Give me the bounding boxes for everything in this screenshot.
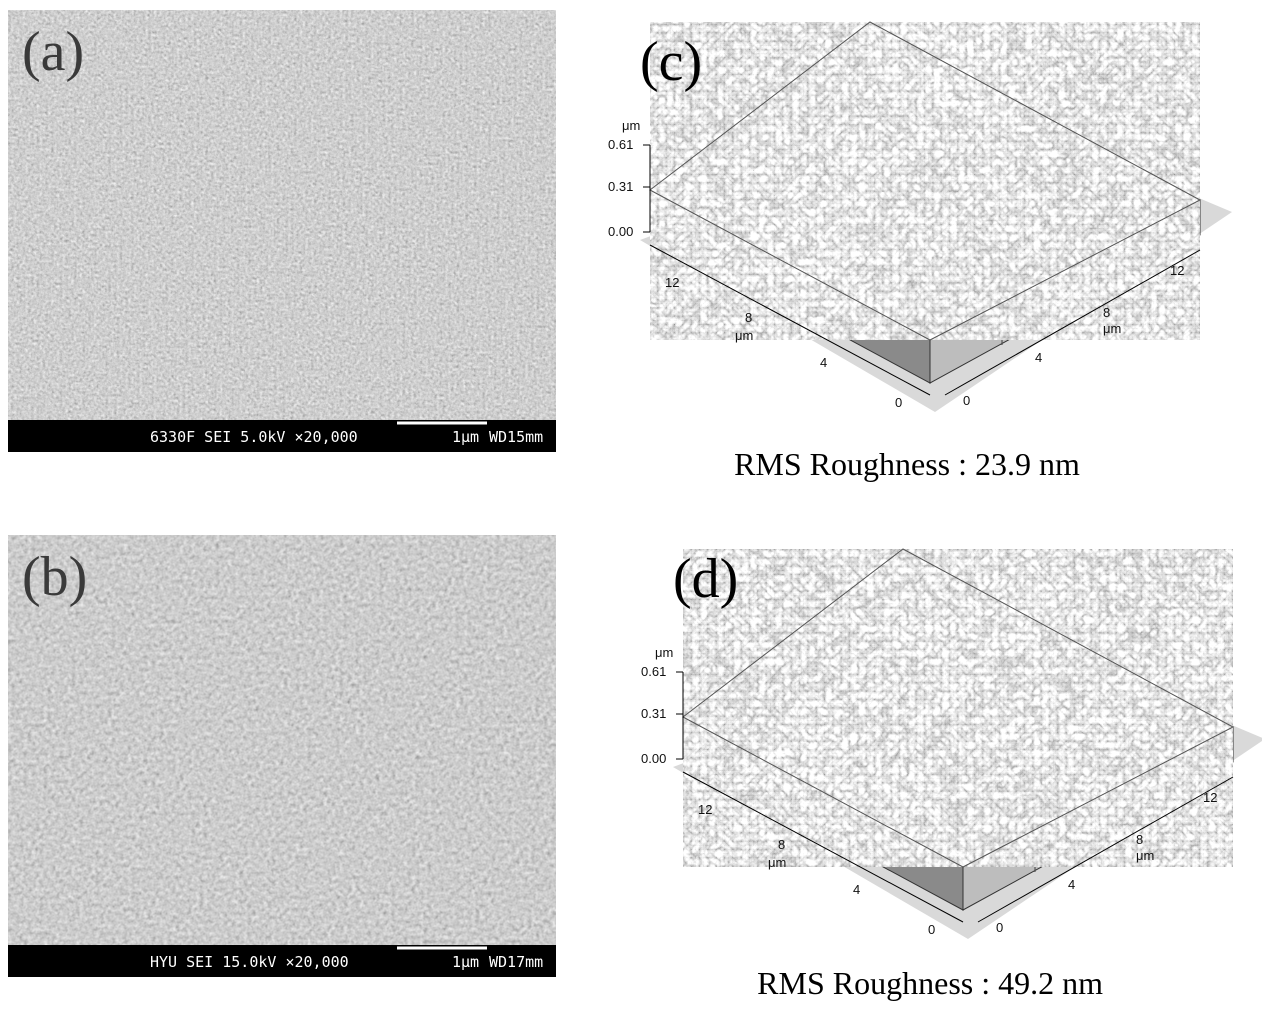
x-tick-label: 12 xyxy=(665,275,679,290)
sem-info: HYU SEI 15.0kV ×20,000 xyxy=(150,953,349,971)
panel-label: (d) xyxy=(673,548,738,610)
x-tick-label: 4 xyxy=(853,882,860,897)
wd-label: WD15mm xyxy=(489,428,543,446)
x-tick-label: 8 xyxy=(745,310,752,325)
caption: RMS Roughness : 49.2 nm xyxy=(757,965,1103,1001)
wd-label: WD17mm xyxy=(489,953,543,971)
x-tick-label: 8 xyxy=(778,837,785,852)
y-unit: μm xyxy=(1136,848,1154,863)
sem-info: 6330F SEI 5.0kV ×20,000 xyxy=(150,428,358,446)
y-tick-label: 0 xyxy=(963,393,970,408)
x-tick-label: 0 xyxy=(895,395,902,410)
panel-label: (a) xyxy=(22,21,84,83)
y-tick-label: 4 xyxy=(1068,877,1075,892)
x-tick-label: 12 xyxy=(698,802,712,817)
y-tick-label: 4 xyxy=(1035,350,1042,365)
z-unit: μm xyxy=(622,118,640,133)
z-tick-label: 0.31 xyxy=(641,706,666,721)
y-tick-label: 12 xyxy=(1203,790,1217,805)
panel-label: (c) xyxy=(640,31,702,93)
figure: (a) 6330F SEI 5.0kV ×20,000 1μm WD15mm (b) HY… xyxy=(0,0,1262,1011)
x-tick-label: 4 xyxy=(820,355,827,370)
sem-image xyxy=(8,10,556,420)
z-tick-label: 0.61 xyxy=(608,137,633,152)
y-tick-label: 12 xyxy=(1170,263,1184,278)
y-tick-label: 8 xyxy=(1136,832,1143,847)
x-tick-label: 0 xyxy=(928,922,935,937)
sem-image xyxy=(8,535,556,945)
y-tick-label: 0 xyxy=(996,920,1003,935)
x-unit: μm xyxy=(768,855,786,870)
scale-label: 1μm xyxy=(452,428,479,446)
x-unit: μm xyxy=(735,328,753,343)
caption: RMS Roughness : 23.9 nm xyxy=(734,446,1080,482)
z-unit: μm xyxy=(655,645,673,660)
z-tick-label: 0.61 xyxy=(641,664,666,679)
z-tick-label: 0.00 xyxy=(608,224,633,239)
scale-label: 1μm xyxy=(452,953,479,971)
z-tick-label: 0.31 xyxy=(608,179,633,194)
y-tick-label: 8 xyxy=(1103,305,1110,320)
z-tick-label: 0.00 xyxy=(641,751,666,766)
y-unit: μm xyxy=(1103,321,1121,336)
panel-label: (b) xyxy=(22,546,87,608)
